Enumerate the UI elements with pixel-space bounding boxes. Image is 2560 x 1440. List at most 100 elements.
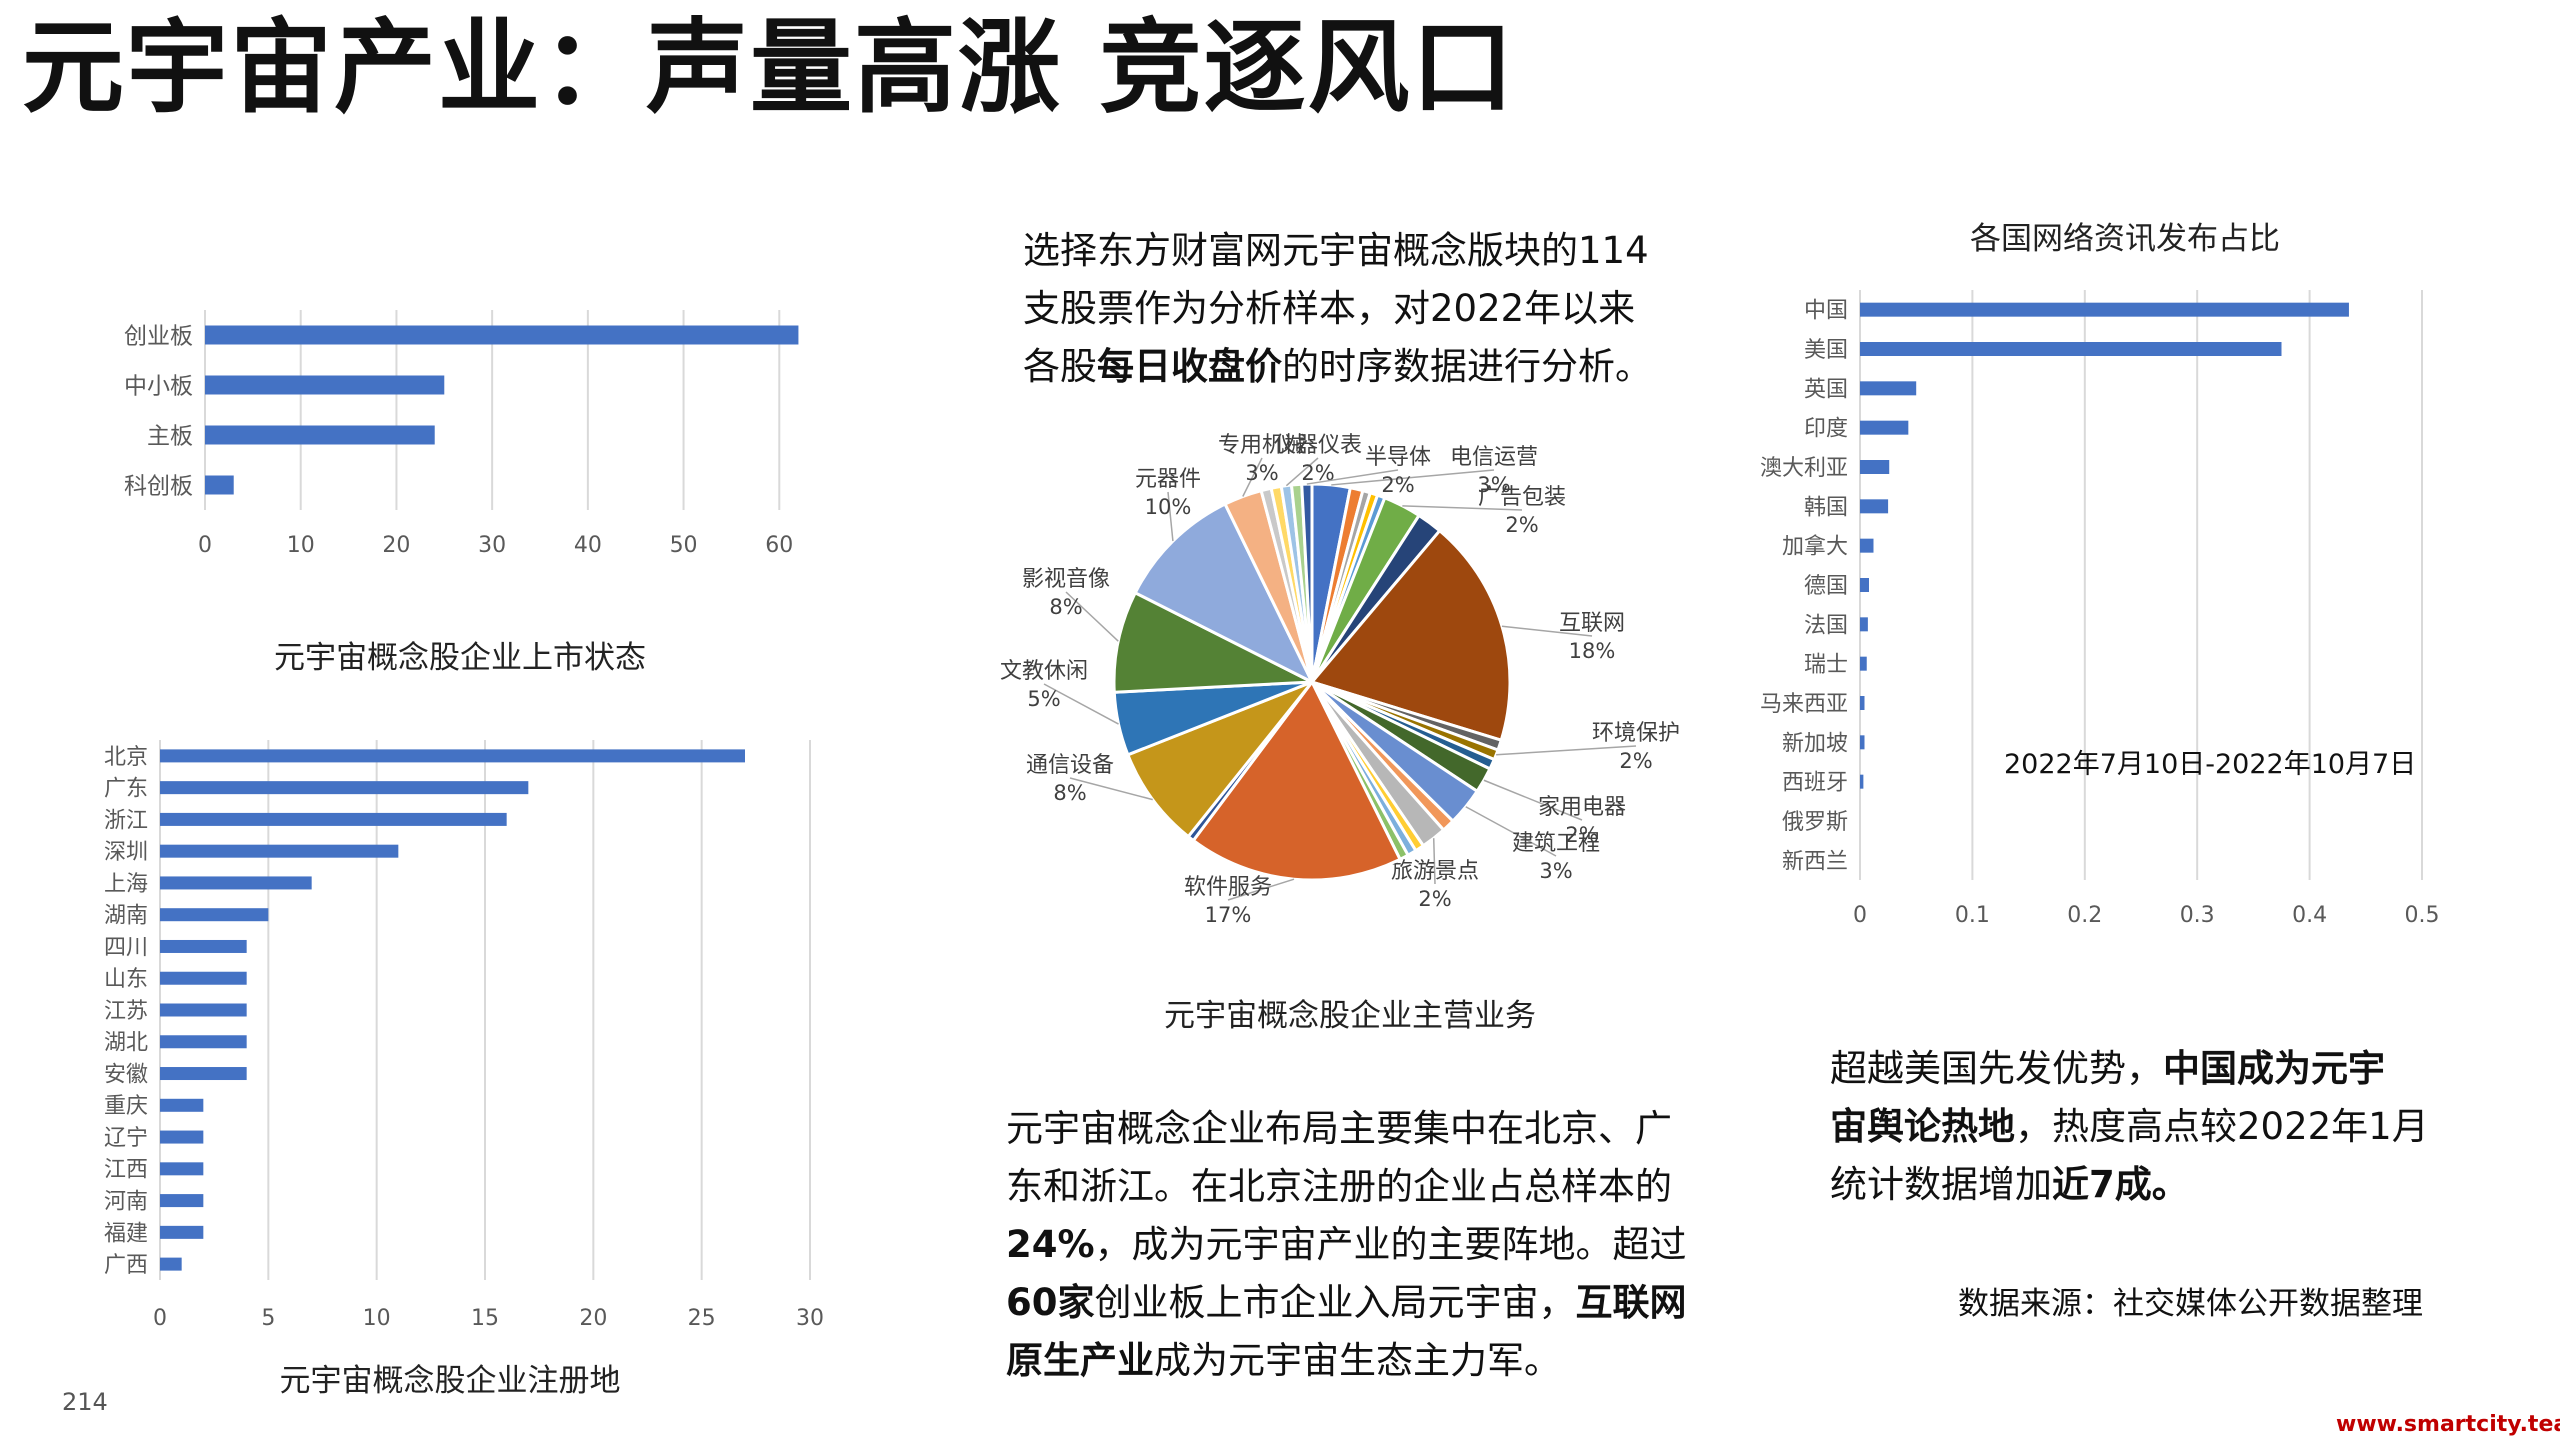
- x-tick-label: 0.5: [2405, 903, 2440, 928]
- pie-slice: [1133, 502, 1316, 686]
- bar: [205, 375, 445, 395]
- category-label: 韩国: [1804, 495, 1848, 520]
- conclusion-line-3: 统计数据增加近7成。: [1830, 1163, 2189, 1206]
- x-tick-label: 40: [574, 533, 602, 558]
- slice-percent: 8%: [1049, 595, 1082, 619]
- bar: [160, 1067, 247, 1081]
- main-business-pie: 电信运营3%广告包装2%互联网18%环境保护2%家用电器2%建筑工程3%旅游景点…: [1000, 433, 1680, 927]
- description-line-3: 各股每日收盘价的时序数据进行分析。: [1023, 345, 1652, 388]
- slice-label: 家用电器: [1538, 795, 1626, 820]
- leader-line: [1402, 505, 1523, 511]
- pie-slice: [1309, 528, 1512, 743]
- slice-label: 半导体: [1365, 445, 1431, 470]
- category-label: 创业板: [124, 323, 193, 349]
- description-line-2: 支股票作为分析样本，对2022年以来: [1023, 287, 1636, 330]
- bar: [205, 325, 799, 345]
- slice-label: 广告包装: [1478, 485, 1566, 510]
- category-label: 深圳: [104, 840, 148, 865]
- x-tick-label: 60: [765, 533, 793, 558]
- category-label: 广西: [104, 1253, 148, 1278]
- category-label: 德国: [1804, 574, 1848, 599]
- category-label: 科创板: [124, 473, 193, 499]
- bar: [160, 1098, 204, 1112]
- x-tick-label: 0: [198, 533, 212, 558]
- category-label: 江西: [104, 1158, 148, 1183]
- category-label: 美国: [1804, 338, 1848, 363]
- leader-line: [1465, 806, 1557, 857]
- slice-percent: 2%: [1565, 823, 1598, 847]
- category-label: 浙江: [104, 808, 148, 833]
- x-tick-label: 30: [796, 1306, 824, 1330]
- slice-percent: 3%: [1477, 473, 1510, 497]
- conclusion-line-1: 超越美国先发优势，中国成为元宇: [1830, 1047, 2385, 1090]
- registration-chart-title: 元宇宙概念股企业注册地: [279, 1363, 621, 1399]
- page-number: 214: [62, 1388, 108, 1416]
- leader-line: [1065, 591, 1119, 642]
- category-label: 澳大利亚: [1760, 456, 1848, 481]
- category-label: 英国: [1804, 377, 1848, 402]
- category-label: 上海: [104, 872, 148, 897]
- leader-line: [1167, 491, 1174, 542]
- analysis-line-3: 24%，成为元宇宙产业的主要阵地。超过: [1006, 1223, 1687, 1266]
- analysis-line-1: 元宇宙概念企业布局主要集中在北京、广: [1006, 1107, 1672, 1150]
- category-label: 中小板: [124, 373, 193, 399]
- slice-label: 元器件: [1135, 467, 1201, 492]
- country-chart-title: 各国网络资讯发布占比: [1970, 221, 2280, 257]
- bar: [160, 812, 507, 826]
- slice-label: 电信运营: [1450, 445, 1538, 470]
- site-watermark: www.smartcity.team: [2336, 1412, 2560, 1437]
- x-tick-label: 10: [287, 533, 315, 558]
- bar: [1860, 735, 1865, 750]
- leader-line: [1043, 683, 1119, 725]
- slice-percent: 2%: [1381, 473, 1414, 497]
- slice-percent: 2%: [1301, 461, 1334, 485]
- listing-status-chart: 010203040506070创业板中小板主板科创板: [124, 310, 799, 558]
- x-tick-label: 0.4: [2292, 903, 2327, 928]
- category-label: 中国: [1804, 299, 1848, 324]
- bar: [1860, 578, 1869, 592]
- description-text: 选择东方财富网元宇宙概念版块的114 支股票作为分析样本，对2022年以来 各股…: [1023, 222, 1743, 396]
- bar: [1860, 656, 1867, 671]
- analysis-line-2: 东和浙江。在北京注册的企业占总样本的: [1006, 1165, 1672, 1208]
- date-range-label: 2022年7月10日-2022年10月7日: [2004, 749, 2417, 780]
- category-label: 西班牙: [1782, 771, 1848, 796]
- bar: [1860, 381, 1917, 396]
- category-label: 湖南: [104, 904, 148, 929]
- country-share-chart: 0 0.1 0.2 0.3 0.4 0.5 中国美国英国印度澳大利亚韩国加拿大德国法国瑞士马…: [1760, 290, 2440, 928]
- category-label: 马来西亚: [1760, 692, 1848, 717]
- slice-percent: 2%: [1619, 749, 1652, 773]
- leader-line: [1496, 745, 1637, 756]
- x-tick-label: 20: [579, 1306, 607, 1330]
- slice-label: 环境保护: [1592, 721, 1680, 746]
- leader-line: [1483, 779, 1583, 821]
- leader-line: [1069, 777, 1153, 801]
- bar: [1860, 499, 1889, 514]
- slice-label: 专用机械: [1218, 433, 1306, 458]
- category-label: 法国: [1804, 613, 1848, 638]
- main-business-chart-title: 元宇宙概念股企业主营业务: [1164, 998, 1536, 1034]
- category-label: 山东: [104, 967, 148, 992]
- slice-percent: 17%: [1205, 903, 1252, 927]
- bar: [1860, 696, 1865, 710]
- x-tick-label: 0.2: [2067, 903, 2102, 928]
- category-label: 湖北: [104, 1031, 148, 1056]
- bar: [160, 1130, 204, 1144]
- slice-label: 文教休闲: [1000, 659, 1088, 684]
- slice-label: 通信设备: [1026, 753, 1114, 778]
- category-label: 重庆: [104, 1094, 148, 1119]
- bar: [160, 1162, 204, 1176]
- bar: [160, 1225, 204, 1239]
- bar: [1860, 342, 2282, 356]
- conclusion-line-2: 宙舆论热地，热度高点较2022年1月: [1830, 1105, 2429, 1148]
- bar: [160, 749, 745, 763]
- x-tick-label: 20: [382, 533, 410, 558]
- category-label: 广东: [104, 777, 148, 802]
- analysis-text: 元宇宙概念企业布局主要集中在北京、广 东和浙江。在北京注册的企业占总样本的 24…: [1006, 1100, 1746, 1390]
- x-tick-label: 5: [261, 1306, 275, 1330]
- bar: [160, 908, 269, 922]
- x-tick-label: 10: [363, 1306, 391, 1330]
- slice-label: 旅游景点: [1391, 859, 1479, 884]
- category-label: 江苏: [104, 999, 148, 1024]
- category-label: 安徽: [104, 1062, 148, 1087]
- slice-percent: 10%: [1145, 495, 1192, 519]
